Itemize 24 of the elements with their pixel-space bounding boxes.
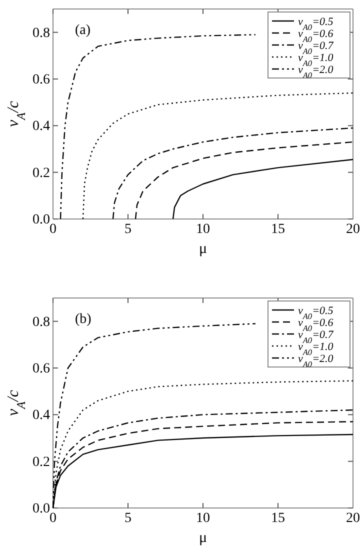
x-axis-title: μ <box>198 241 208 257</box>
y-tick-label: 0.2 <box>32 454 50 470</box>
x-tick-label: 10 <box>196 510 210 526</box>
x-tick-label: 0 <box>50 222 56 237</box>
y-tick-label: 0.8 <box>32 314 50 330</box>
annotation: (b) <box>75 312 92 327</box>
x-tick-label: 5 <box>124 222 132 237</box>
x-tick-label: 5 <box>124 510 132 526</box>
x-axis-title: μ <box>198 530 208 546</box>
x-tick-label: 20 <box>346 510 360 526</box>
y-tick-label: 0.0 <box>32 212 50 228</box>
y-tick-label: 0.6 <box>32 361 50 376</box>
y-tick-label: 0.0 <box>32 501 50 516</box>
y-tick-label: 0.8 <box>32 26 50 41</box>
x-tick-label: 15 <box>271 222 285 237</box>
x-tick-label: 0 <box>50 510 56 526</box>
x-tick-label: 20 <box>346 222 360 237</box>
y-tick-label: 0.4 <box>32 119 50 134</box>
y-tick-label: 0.2 <box>32 166 50 181</box>
y-tick-label: 0.6 <box>32 72 50 88</box>
y-tick-label: 0.4 <box>32 408 50 424</box>
x-tick-label: 10 <box>196 222 210 237</box>
x-tick-label: 15 <box>271 510 285 526</box>
annotation: (a) <box>75 23 91 38</box>
